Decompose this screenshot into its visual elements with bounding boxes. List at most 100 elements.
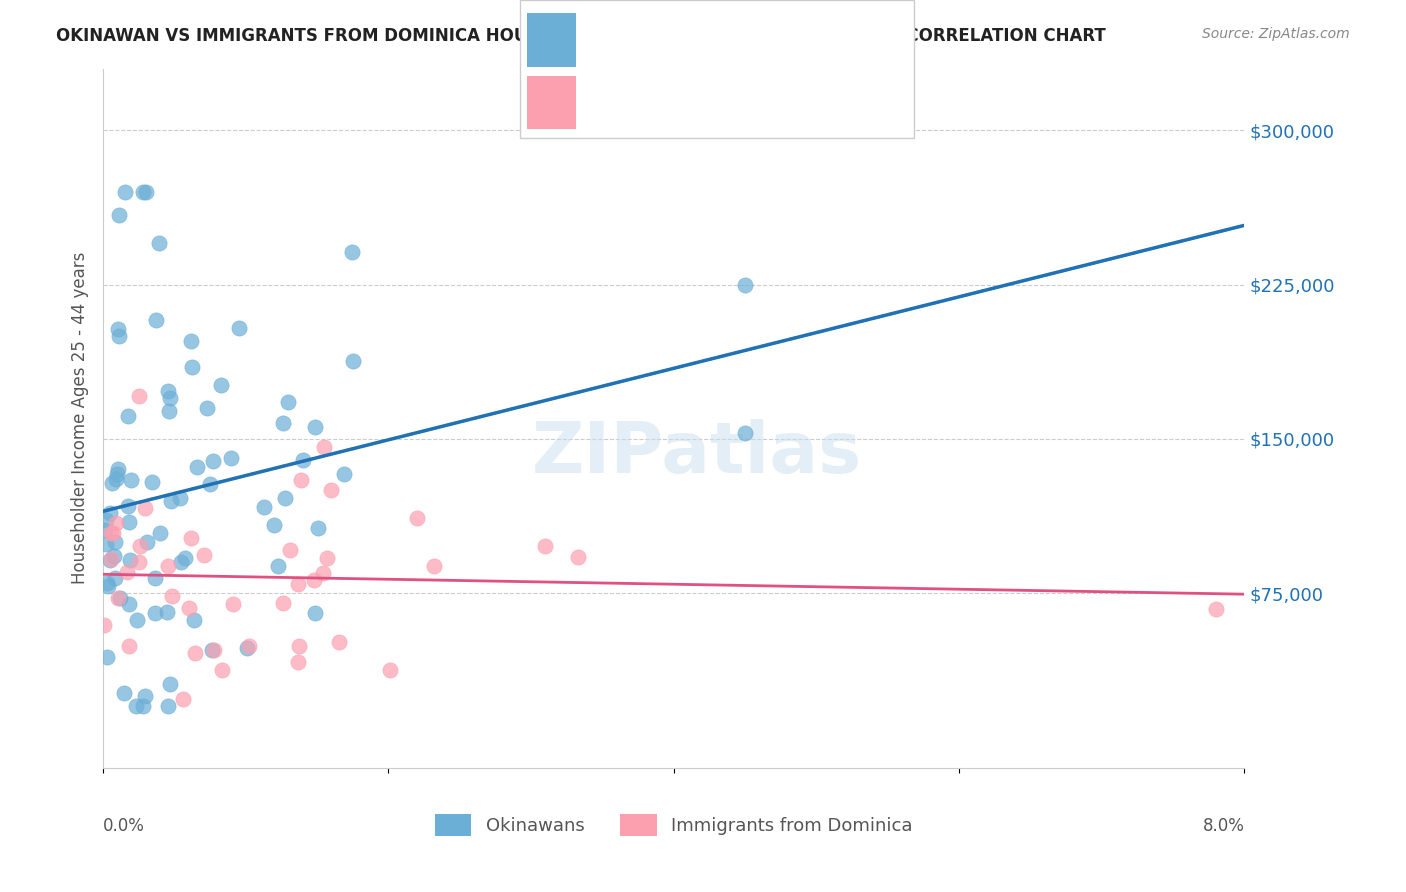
Point [105,472,128,486]
Point [108,329,131,343]
Text: ZIPatlas: ZIPatlas [531,418,862,488]
Point [157,404,180,418]
Point [118,639,141,653]
Point [184,646,207,660]
Point [114,686,136,700]
Point [219,451,242,466]
Point [277,394,299,409]
Text: 0.151: 0.151 [626,19,688,38]
Point [159,392,181,406]
Point [141,475,163,489]
Point [263,518,285,533]
Point [287,655,309,669]
Point [321,483,343,498]
Point [107,208,129,222]
Point [156,558,179,573]
Point [125,613,148,627]
Point [267,558,290,573]
Point [129,540,152,554]
Point [235,640,257,655]
Text: 77: 77 [696,19,723,38]
Point [180,531,202,545]
Point [128,389,150,403]
Point [287,576,309,591]
Point [307,521,329,535]
Text: 0.085: 0.085 [626,88,688,108]
Point [128,555,150,569]
Point [107,591,129,605]
Point [328,635,350,649]
Point [169,555,191,569]
Point [135,185,157,199]
Text: OKINAWAN VS IMMIGRANTS FROM DOMINICA HOUSEHOLDER INCOME AGES 25 - 44 YEARS CORRE: OKINAWAN VS IMMIGRANTS FROM DOMINICA HOU… [56,27,1107,45]
Point [1205,601,1227,615]
Point [134,500,156,515]
Point [311,566,333,580]
Point [107,462,129,476]
Point [101,476,124,491]
Point [342,354,364,368]
Point [118,515,141,529]
Text: 0.0%: 0.0% [103,817,145,835]
Point [103,526,125,541]
Point [238,639,260,653]
Point [288,639,311,653]
Point [292,453,315,467]
Point [135,535,157,549]
Point [132,185,155,199]
Point [118,597,141,611]
Text: R = 0.085   N = 41: R = 0.085 N = 41 [579,88,765,108]
Point [209,377,232,392]
Point [314,440,336,454]
Text: Source: ZipAtlas.com: Source: ZipAtlas.com [1202,27,1350,41]
Point [114,185,136,199]
Point [201,454,224,468]
Point [201,642,224,657]
Point [148,235,170,250]
Text: R =  0.151   N = 77: R = 0.151 N = 77 [579,19,770,38]
Point [143,571,166,585]
Point [97,579,120,593]
Point [162,589,184,603]
Point [253,500,276,514]
Point [734,425,756,440]
Point [180,334,202,348]
Point [172,691,194,706]
Point [342,245,364,260]
Point [228,321,250,335]
Point [132,699,155,714]
Point [100,551,122,566]
Point [159,493,181,508]
Point [104,516,127,531]
Point [134,689,156,703]
Point [104,535,127,549]
Point [304,606,326,620]
Text: 8.0%: 8.0% [1202,817,1244,835]
Point [734,277,756,292]
Point [117,499,139,513]
Point [193,548,215,562]
Point [181,360,204,375]
Point [567,550,589,565]
Point [159,677,181,691]
Point [195,401,218,416]
Point [94,513,117,527]
Point [278,543,301,558]
Point [118,552,141,566]
Point [304,420,326,434]
Point [198,477,221,491]
Point [108,591,131,606]
Point [107,467,129,482]
Point [271,416,294,430]
Point [271,596,294,610]
Point [115,565,138,579]
Point [100,553,122,567]
Point [423,559,446,574]
Point [221,597,243,611]
Point [120,473,142,487]
Text: 41: 41 [696,88,723,108]
Point [183,613,205,627]
Point [93,523,115,537]
Point [107,322,129,336]
Point [156,605,179,619]
